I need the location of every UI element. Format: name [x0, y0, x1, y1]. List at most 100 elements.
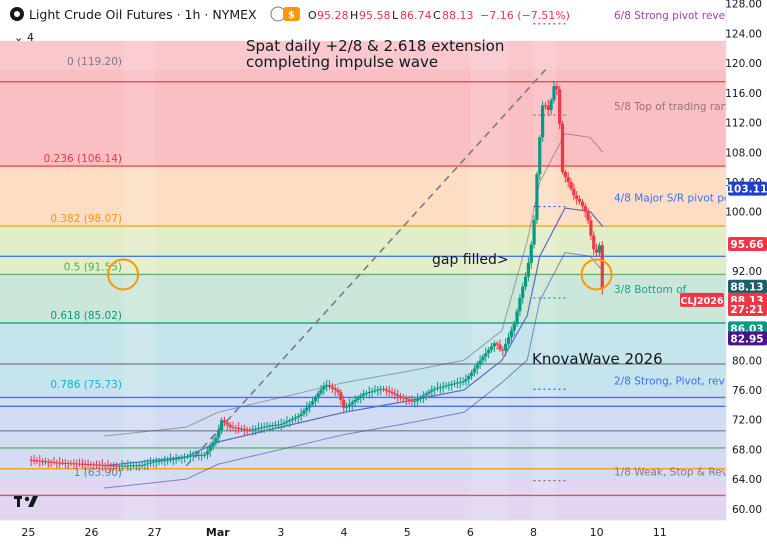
candle-body: [126, 465, 130, 467]
candle-body: [364, 392, 369, 394]
candle-body: [558, 89, 562, 125]
candle-body: [163, 460, 167, 462]
candle-body: [367, 391, 371, 393]
price-badge-text: 95.66: [730, 239, 763, 251]
murrey-label-5: 1/8 Weak, Stop & Rever: [614, 467, 739, 479]
y-tick-label: 112.00: [725, 118, 762, 130]
candle-body: [316, 393, 320, 398]
symbol-logo-hole: [14, 11, 20, 17]
candle-body: [237, 427, 241, 429]
fib-zone-7: [0, 479, 726, 520]
y-tick-label: 116.00: [725, 88, 762, 100]
candle-body: [339, 392, 343, 401]
currency-badge: [283, 7, 300, 21]
candle-body: [305, 407, 309, 411]
candle-body: [134, 465, 138, 467]
candle-body: [450, 383, 454, 385]
ohlc-c: 88.13: [442, 9, 474, 22]
candle-body: [492, 343, 496, 347]
candle-body: [472, 368, 477, 373]
chevron-down-icon: ⌄: [14, 31, 23, 44]
fib-zone-1: [0, 69, 726, 167]
candle-body: [342, 400, 346, 408]
ohlc-c_label: C: [433, 9, 441, 22]
candle-body: [489, 346, 494, 350]
candle-body: [600, 245, 604, 289]
price-badge-bg: [728, 236, 767, 251]
watermark-annotation: KnovaWave 2026: [532, 350, 663, 368]
murrey-label-1: 5/8 Top of trading range: [614, 101, 740, 113]
candle-body: [495, 343, 499, 345]
lower-band-line: [104, 252, 604, 489]
candle-body: [336, 390, 340, 393]
candle-body: [387, 390, 391, 392]
candle-body: [262, 426, 266, 428]
candle-body: [183, 456, 187, 458]
x-tick-label: 4: [341, 526, 348, 539]
candle-body: [498, 344, 502, 350]
candle-body: [583, 205, 587, 212]
y-tick-label: 80.00: [732, 355, 762, 367]
price-badge-2: 88.13: [728, 279, 767, 294]
candle-body: [288, 420, 292, 422]
candle-body: [63, 462, 67, 464]
candle-body: [129, 465, 133, 467]
candle-body: [563, 171, 567, 177]
fib-zone-0: [0, 40, 726, 70]
x-tick-label: 11: [653, 526, 667, 539]
candle-body: [526, 262, 531, 277]
candle-body: [333, 388, 337, 390]
candle-body: [404, 398, 408, 400]
symbol-tag-bg: [680, 292, 724, 307]
highlight-circle-0: [107, 258, 140, 291]
candle-body: [469, 372, 474, 377]
candle-body: [146, 463, 150, 465]
candle-body: [373, 390, 377, 392]
candle-body: [572, 188, 576, 196]
price-badge-bg: [728, 279, 767, 294]
candle-body: [225, 422, 229, 425]
candle-body: [433, 388, 437, 390]
candle-body: [268, 425, 272, 427]
market-status-icon: [270, 6, 286, 22]
candle-body: [350, 402, 354, 405]
x-tick-label: 26: [85, 526, 99, 539]
candle-body: [327, 384, 332, 387]
candle-body: [532, 219, 536, 245]
candle-body: [100, 464, 104, 466]
candle-body: [543, 105, 548, 107]
y-tick-label: 128.00: [725, 0, 762, 11]
candles-group: [29, 80, 604, 472]
candle-body: [191, 455, 195, 457]
candle-body: [219, 420, 224, 431]
price-badge-text: 27:21: [730, 304, 763, 316]
y-tick-label: 120.00: [725, 58, 762, 70]
candle-body: [302, 410, 306, 414]
price-badge-bg: [728, 181, 767, 196]
fib-label-4: 0.618 (85.02): [50, 310, 122, 322]
ohlc-l: 86.74: [400, 9, 432, 22]
logo-dot: [24, 496, 30, 502]
x-tick-label: 3: [277, 526, 284, 539]
candle-body: [293, 417, 298, 419]
candle-body: [80, 463, 84, 465]
candle-body: [273, 424, 278, 426]
candle-body: [518, 297, 522, 312]
candle-body: [285, 421, 289, 423]
candle-body: [594, 249, 599, 253]
candle-body: [171, 459, 175, 461]
logo-stem: [17, 496, 20, 507]
candle-body: [222, 420, 227, 423]
candle-body: [535, 174, 539, 220]
candle-body: [106, 465, 110, 467]
price-badge-text: 103.11: [727, 184, 767, 196]
ohlc-o: 95.28: [317, 9, 349, 22]
candle-body: [29, 459, 33, 461]
candle-body: [319, 389, 323, 394]
candle-body: [362, 393, 366, 396]
x-tick-label: 27: [148, 526, 162, 539]
fib-label-2: 0.382 (98.07): [50, 213, 122, 225]
candle-body: [552, 86, 556, 101]
